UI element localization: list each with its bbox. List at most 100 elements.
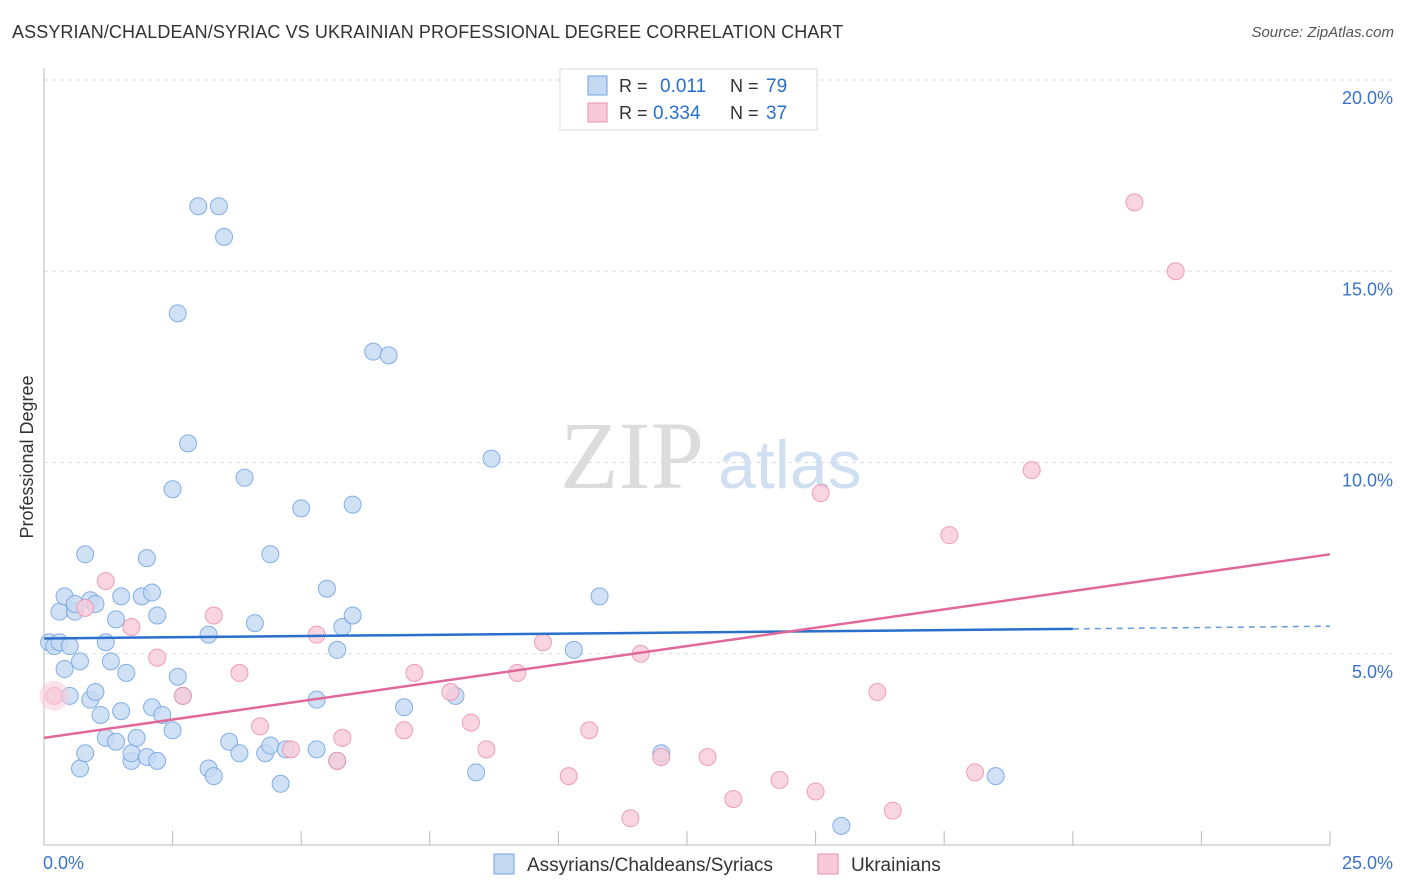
- point-assyrian: [590, 587, 609, 606]
- point-assyrian: [55, 660, 74, 679]
- point-ukrainian: [173, 686, 192, 705]
- bottom-legend-label-blue: Assyrians/Chaldeans/Syriacs: [527, 855, 773, 876]
- point-assyrian: [467, 763, 486, 782]
- point-ukrainian: [508, 663, 527, 682]
- point-ukrainian: [461, 713, 480, 732]
- point-assyrian: [163, 721, 182, 740]
- point-assyrian: [204, 767, 223, 786]
- point-ukrainian: [652, 748, 671, 767]
- point-ukrainian: [76, 598, 95, 617]
- point-assyrian: [96, 633, 115, 652]
- point-ukrainian: [580, 721, 599, 740]
- legend-swatch-blue: [587, 75, 608, 96]
- point-ukrainian: [940, 526, 959, 545]
- point-assyrian: [148, 751, 167, 770]
- y-tick-label: 5.0%: [1352, 662, 1393, 682]
- point-ukrainian: [1166, 262, 1185, 281]
- point-assyrian: [117, 663, 136, 682]
- bottom-legend-swatch-pink: [817, 853, 839, 875]
- point-assyrian: [343, 606, 362, 625]
- point-ukrainian: [966, 763, 985, 782]
- legend-r-label-pink: R =: [619, 103, 648, 123]
- point-assyrian: [101, 652, 120, 671]
- legend-r-value-blue: 0.011: [660, 76, 706, 97]
- points-layer: [39, 193, 1185, 835]
- legend-n-value-blue: 79: [766, 76, 787, 97]
- point-assyrian: [50, 602, 69, 621]
- point-assyrian: [107, 610, 126, 629]
- point-ukrainian: [395, 721, 414, 740]
- legend-n-value-pink: 37: [766, 103, 787, 124]
- point-assyrian: [76, 744, 95, 763]
- point-assyrian: [230, 744, 249, 763]
- top-legend: R = 0.011 N = 79 R = 0.334 N = 37: [559, 68, 818, 131]
- point-assyrian: [137, 549, 156, 568]
- point-assyrian: [168, 304, 187, 323]
- point-assyrian: [127, 728, 146, 747]
- x-tick-labels: 0.0% 25.0%: [43, 853, 1393, 873]
- point-ukrainian: [230, 663, 249, 682]
- point-assyrian: [292, 499, 311, 518]
- point-ukrainian: [868, 683, 887, 701]
- legend-r-value-pink: 0.334: [653, 103, 701, 124]
- point-assyrian: [564, 640, 583, 659]
- legend-swatch-pink: [587, 102, 608, 123]
- point-assyrian: [179, 434, 198, 453]
- point-assyrian: [235, 468, 254, 487]
- y-tick-label: 10.0%: [1342, 471, 1393, 491]
- point-ukrainian: [405, 663, 424, 682]
- point-ukrainian: [806, 782, 825, 801]
- trend-line-assyrian: [43, 627, 1073, 640]
- legend-n-label-blue: N =: [730, 76, 759, 96]
- point-ukrainian: [621, 809, 640, 828]
- point-ukrainian: [148, 648, 167, 667]
- point-ukrainian: [477, 740, 496, 759]
- watermark-zip: ZIP: [560, 402, 704, 509]
- watermark-atlas: atlas: [718, 427, 862, 503]
- point-assyrian: [986, 767, 1005, 786]
- point-assyrian: [317, 579, 336, 598]
- point-ukrainian: [204, 606, 223, 625]
- point-assyrian: [482, 449, 501, 468]
- point-assyrian: [76, 545, 95, 564]
- point-ukrainian: [883, 801, 902, 820]
- point-assyrian: [261, 736, 280, 755]
- trend-layer: [43, 553, 1331, 740]
- point-assyrian: [148, 606, 167, 625]
- point-ukrainian: [328, 751, 347, 770]
- point-assyrian: [215, 227, 234, 246]
- point-ukrainian: [96, 572, 115, 591]
- point-assyrian: [189, 197, 208, 216]
- y-tick-label: 15.0%: [1342, 279, 1393, 299]
- point-assyrian: [199, 625, 218, 644]
- point-assyrian: [71, 759, 90, 778]
- point-assyrian: [328, 640, 347, 659]
- point-ukrainian: [559, 767, 578, 786]
- chart-title: ASSYRIAN/CHALDEAN/SYRIAC VS UKRAINIAN PR…: [12, 22, 844, 42]
- point-assyrian: [112, 587, 131, 606]
- point-assyrian: [395, 698, 414, 717]
- point-ukrainian: [770, 770, 789, 789]
- trend-line-assyrian-extension: [1072, 625, 1331, 630]
- point-assyrian: [112, 702, 131, 721]
- point-ukrainian: [441, 683, 460, 701]
- y-axis-label: Professional Degree: [17, 375, 37, 538]
- point-assyrian: [107, 732, 126, 751]
- point-assyrian: [122, 744, 141, 763]
- point-assyrian: [86, 683, 105, 701]
- point-assyrian: [91, 705, 110, 724]
- point-assyrian: [245, 614, 264, 633]
- point-assyrian: [364, 342, 383, 361]
- point-assyrian: [60, 637, 79, 656]
- point-ukrainian: [1125, 193, 1144, 212]
- point-ukrainian: [281, 740, 300, 759]
- axis-layer: 5.0% 10.0% 15.0% 20.0%: [43, 68, 1393, 846]
- trend-line-ukrainian: [43, 553, 1331, 740]
- point-assyrian: [271, 774, 290, 793]
- bottom-legend-swatch-blue: [493, 853, 515, 875]
- point-assyrian: [832, 816, 851, 835]
- point-assyrian: [143, 583, 162, 602]
- point-ukrainian: [1022, 461, 1041, 480]
- point-assyrian: [168, 667, 187, 686]
- point-ukrainian: [533, 633, 552, 652]
